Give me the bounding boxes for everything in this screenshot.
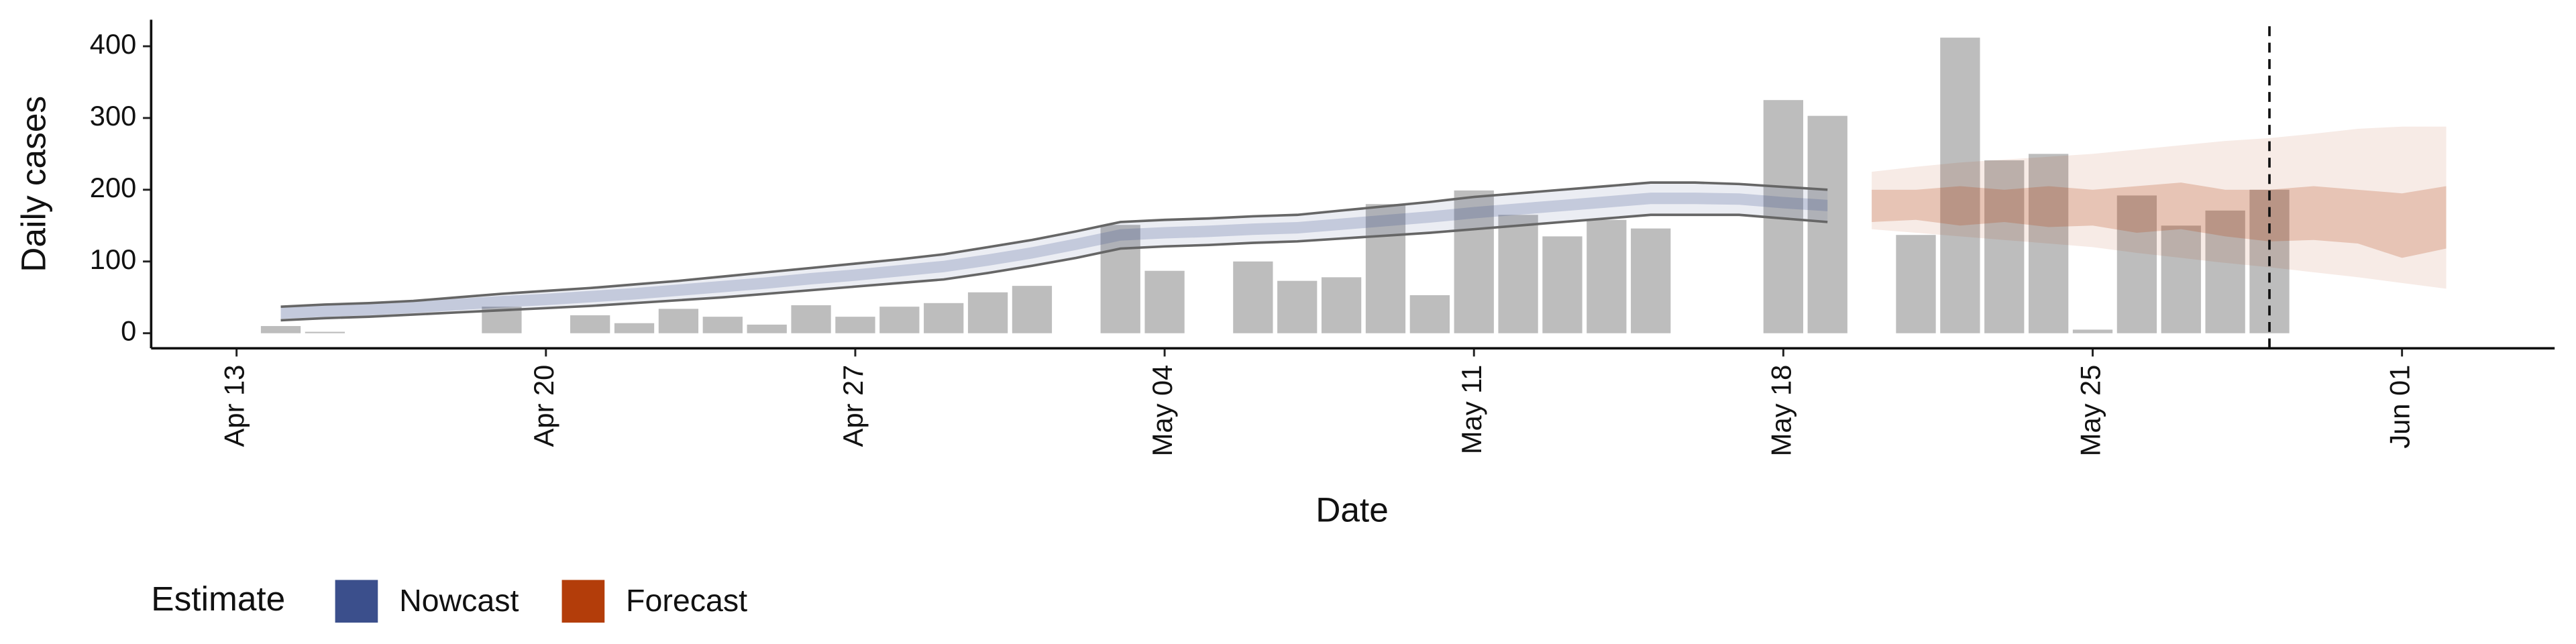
band [1872, 182, 2447, 258]
x-tick-label: Apr 20 [528, 365, 559, 447]
band [280, 182, 1828, 321]
legend-label: Nowcast [399, 583, 519, 618]
y-tick-label: 100 [90, 244, 136, 275]
bar [1233, 261, 1273, 333]
legend-label: Forecast [626, 583, 747, 618]
bar [1807, 115, 1847, 333]
y-tick-label: 0 [121, 315, 136, 347]
bar [2116, 195, 2157, 333]
x-tick-label: Jun 01 [2384, 365, 2416, 449]
bar [1144, 270, 1185, 333]
x-tick-label: Apr 27 [837, 365, 869, 447]
bar [1587, 219, 1627, 333]
bar [1012, 286, 1053, 333]
x-tick-label: May 25 [2075, 365, 2106, 457]
x-tick-label: May 04 [1146, 365, 1178, 457]
bar [835, 317, 875, 333]
bar [1454, 190, 1494, 333]
bar [2028, 154, 2069, 333]
bar [1365, 204, 1406, 333]
bar [1409, 295, 1450, 333]
bar [2161, 225, 2201, 333]
bar [967, 292, 1008, 333]
bar [658, 309, 699, 333]
x-tick-label: May 18 [1765, 365, 1796, 457]
y-tick-label: 300 [90, 100, 136, 131]
bar [1984, 160, 2025, 333]
band-bound [280, 213, 1828, 322]
bar [791, 305, 831, 333]
band [1872, 126, 2447, 289]
bar [1277, 280, 1318, 333]
bar [2072, 329, 2113, 333]
bar [2205, 210, 2245, 333]
bar [570, 315, 610, 333]
band [280, 193, 1828, 319]
x-tick-label: Apr 13 [219, 365, 250, 447]
legend-title: Estimate [151, 579, 285, 618]
bar [614, 323, 655, 333]
bar [1100, 225, 1140, 333]
bar [1542, 236, 1582, 333]
x-axis-title: Date [1316, 490, 1389, 529]
bar [1498, 215, 1538, 333]
bar [1940, 38, 1980, 333]
bar [924, 303, 964, 333]
bar [1321, 277, 1362, 333]
legend-swatch [335, 580, 378, 623]
bar [1896, 235, 1936, 333]
y-tick-label: 200 [90, 172, 136, 203]
bar [1631, 228, 1671, 333]
y-tick-label: 400 [90, 28, 136, 60]
bar [702, 317, 743, 333]
y-axis-title: Daily cases [13, 96, 52, 272]
bar [260, 326, 301, 333]
bar [747, 324, 787, 333]
bar [305, 331, 345, 333]
bar [879, 307, 920, 333]
x-tick-label: May 11 [1456, 365, 1487, 454]
legend-swatch [561, 580, 605, 623]
band-bound [280, 181, 1828, 308]
